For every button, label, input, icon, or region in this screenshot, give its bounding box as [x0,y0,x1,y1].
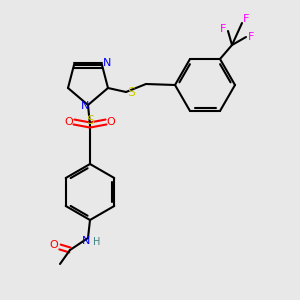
Text: N: N [82,236,90,246]
Text: S: S [127,85,135,98]
Text: F: F [243,14,249,24]
Text: O: O [64,117,74,127]
Text: H: H [93,237,101,247]
Text: S: S [86,115,94,128]
Text: F: F [248,32,254,42]
Text: O: O [50,240,58,250]
Text: O: O [106,117,116,127]
Text: N: N [103,58,111,68]
Text: F: F [220,24,226,34]
Text: N: N [81,101,89,111]
